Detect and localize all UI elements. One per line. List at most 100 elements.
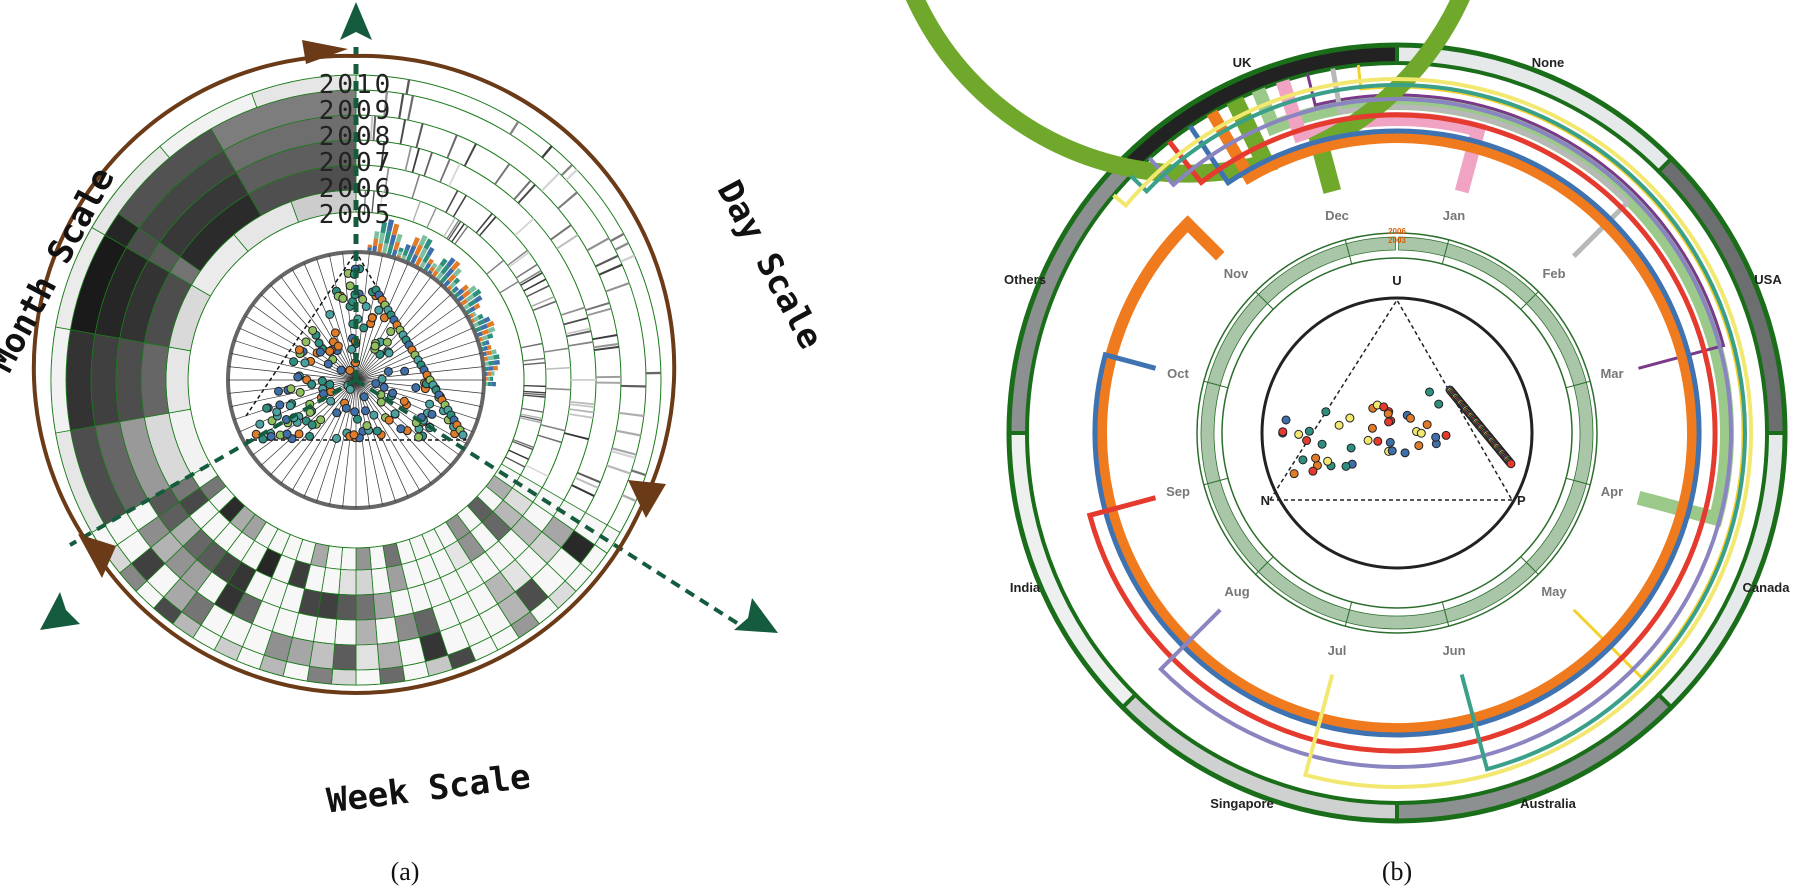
week-scale-label: Week Scale — [325, 757, 533, 822]
spoke — [316, 258, 357, 381]
week-cell — [376, 641, 403, 670]
day-stripe — [540, 424, 566, 432]
data-point — [336, 365, 346, 375]
axis-right-arrowhead — [734, 598, 778, 633]
day-stripe — [520, 342, 543, 349]
day-scale-arc — [354, 53, 677, 511]
day-stripe — [577, 471, 601, 484]
data-point-b — [1308, 466, 1318, 476]
data-point — [294, 345, 304, 355]
hist-bar — [481, 328, 490, 336]
data-point — [360, 406, 370, 416]
week-scale-arc — [102, 509, 642, 695]
hist-bar — [426, 246, 435, 257]
hist-bar — [391, 223, 400, 236]
data-point — [384, 348, 394, 358]
scatter-points-b — [1278, 385, 1516, 479]
data-point — [286, 384, 296, 394]
hist-bar — [453, 267, 462, 277]
week-arrowhead — [78, 534, 116, 578]
data-point — [400, 366, 410, 376]
data-point — [345, 365, 355, 375]
data-point — [338, 293, 348, 303]
day-stripe — [520, 413, 543, 420]
hist-bar — [485, 340, 490, 346]
hist-bar — [449, 281, 457, 289]
scale-axes — [40, 2, 778, 633]
data-point-b — [1373, 436, 1383, 446]
spoke — [329, 254, 357, 381]
day-stripe — [399, 119, 407, 145]
day-stripe — [614, 242, 630, 251]
day-stripe — [521, 407, 544, 413]
data-point-b — [1294, 429, 1304, 439]
hist-bar — [469, 313, 475, 319]
data-point — [325, 380, 335, 390]
day-stripe — [598, 263, 623, 276]
day-stripe — [369, 115, 374, 141]
week-cell — [331, 668, 357, 686]
inner-tick — [1255, 291, 1274, 310]
data-point — [361, 301, 371, 311]
inner-tick — [1344, 601, 1353, 627]
day-stripe — [447, 221, 462, 241]
hist-bar — [461, 290, 471, 299]
data-point — [325, 309, 335, 319]
data-point-b — [1441, 430, 1451, 440]
data-point — [308, 325, 318, 335]
hist-bar — [427, 258, 434, 265]
spoke — [355, 379, 452, 466]
hist-bar — [412, 236, 421, 247]
hist-bar — [393, 241, 401, 251]
hist-bar — [384, 231, 392, 244]
week-cell — [306, 665, 334, 685]
data-point-b — [1414, 441, 1424, 451]
day-stripe — [522, 357, 545, 362]
data-point — [379, 382, 389, 392]
day-stripe — [566, 330, 592, 338]
day-stripe — [564, 432, 589, 441]
data-point — [374, 305, 384, 315]
spoke — [291, 379, 357, 492]
hist-bar — [418, 247, 428, 259]
day-stripe — [423, 152, 433, 177]
day-stripe — [621, 494, 637, 503]
hist-bar — [465, 293, 475, 303]
hist-bar — [453, 285, 460, 292]
country-label-uk: UK — [1233, 55, 1252, 70]
day-stripe — [610, 232, 625, 243]
month-cell — [90, 333, 121, 427]
data-point-b — [1341, 461, 1351, 471]
day-stripe — [550, 224, 572, 241]
data-point — [358, 294, 368, 304]
hist-bar — [373, 231, 380, 240]
hist-bar — [486, 333, 494, 340]
day-stripe — [586, 307, 612, 317]
day-stripe — [556, 234, 579, 250]
inner-tick — [1441, 601, 1450, 627]
ternary-label-n: N — [1261, 493, 1270, 508]
hist-bar — [472, 311, 477, 317]
month-label-nov: Nov — [1224, 266, 1249, 281]
day-stripe — [595, 375, 621, 379]
year-label-2005: 2005 — [319, 200, 394, 230]
day-stripe — [585, 301, 610, 312]
month-scale-arc — [31, 53, 356, 567]
day-stripe — [513, 180, 532, 201]
day-stripe — [372, 115, 377, 141]
data-point — [262, 403, 272, 413]
data-point-b — [1278, 427, 1288, 437]
country-label-none: None — [1532, 55, 1565, 70]
data-point — [347, 344, 357, 354]
hist-bar — [447, 273, 457, 283]
data-point — [399, 396, 409, 406]
data-point — [341, 403, 351, 413]
hist-bar — [472, 288, 482, 298]
day-stripe — [446, 134, 458, 159]
week-cell — [355, 547, 372, 571]
day-stripe — [592, 333, 618, 341]
month-cell — [65, 329, 96, 431]
link-oct — [1092, 124, 1702, 738]
data-point — [332, 433, 342, 443]
day-stripe — [523, 278, 547, 292]
